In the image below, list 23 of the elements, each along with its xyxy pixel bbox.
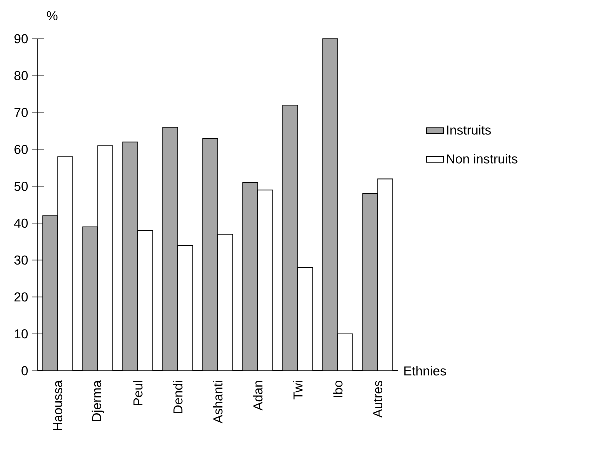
y-tick-label: 0 (22, 366, 28, 376)
x-tick-label: Twi (293, 381, 303, 400)
x-axis-title: Ethnies (404, 366, 446, 376)
y-axis-title: % (47, 11, 58, 21)
y-tick-label: 60 (14, 145, 28, 154)
y-tick-label: 40 (14, 218, 28, 228)
x-tick-label: Adan (253, 381, 263, 411)
y-tick-label: 20 (14, 292, 28, 302)
x-tick-label: Ibo (333, 381, 343, 398)
x-tick-label: Haoussa (53, 380, 63, 431)
legend-label: Instruits (447, 125, 492, 135)
y-tick-label: 70 (14, 108, 28, 118)
x-tick-label: Peul (133, 381, 143, 406)
x-tick-label: Ashanti (213, 381, 223, 424)
x-tick-label: Autres (373, 380, 383, 418)
y-tick-label: 90 (14, 34, 28, 44)
x-tick-label: Djerma (92, 380, 104, 422)
legend-label: Non instruits (447, 154, 518, 164)
y-tick-label: 80 (14, 71, 28, 80)
x-tick-label: Dendi (173, 381, 183, 414)
y-tick-label: 50 (14, 182, 28, 192)
y-tick-label: 10 (15, 330, 28, 339)
y-tick-label: 30 (14, 256, 28, 265)
